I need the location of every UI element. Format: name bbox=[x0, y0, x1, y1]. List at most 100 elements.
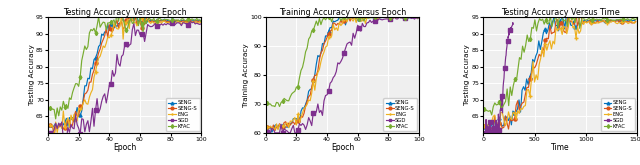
ENG bbox=[264, 126, 271, 128]
ENG bbox=[193, 21, 200, 23]
KFAC bbox=[83, 49, 90, 50]
ENG bbox=[627, 20, 635, 22]
Legend: SENG, SENG-S, ENG, SGD, KFAC: SENG, SENG-S, ENG, SGD, KFAC bbox=[601, 98, 636, 131]
SENG bbox=[622, 19, 630, 21]
SGD bbox=[300, 124, 308, 126]
SGD bbox=[188, 22, 196, 24]
ENG bbox=[411, 16, 419, 18]
ENG bbox=[83, 103, 90, 105]
SENG-S bbox=[632, 20, 639, 22]
ENG bbox=[188, 21, 196, 23]
SENG-S bbox=[125, 16, 133, 18]
KFAC bbox=[300, 59, 308, 61]
SENG-S bbox=[345, 16, 353, 18]
KFAC bbox=[406, 16, 413, 18]
Line: SENG: SENG bbox=[483, 13, 636, 133]
SENG-S bbox=[264, 126, 271, 128]
ENG bbox=[566, 15, 573, 17]
Line: ENG: ENG bbox=[266, 16, 420, 131]
SGD bbox=[63, 139, 70, 141]
KFAC bbox=[574, 10, 582, 12]
SENG-S bbox=[406, 16, 413, 18]
SGD bbox=[355, 27, 363, 29]
ENG bbox=[511, 112, 518, 114]
KFAC bbox=[411, 16, 419, 18]
SENG bbox=[357, 16, 365, 18]
KFAC bbox=[357, 17, 365, 19]
SENG bbox=[300, 107, 308, 109]
ENG bbox=[140, 20, 147, 22]
SGD bbox=[415, 16, 423, 18]
X-axis label: Epoch: Epoch bbox=[331, 143, 354, 152]
SENG bbox=[294, 117, 302, 119]
ENG bbox=[632, 21, 639, 23]
SENG-S bbox=[415, 17, 423, 19]
Line: ENG: ENG bbox=[48, 12, 203, 135]
ENG bbox=[76, 108, 84, 110]
SGD bbox=[343, 43, 351, 45]
Title: Testing Accuracy Versus Epoch: Testing Accuracy Versus Epoch bbox=[63, 8, 186, 16]
KFAC bbox=[198, 20, 205, 22]
SENG bbox=[516, 111, 524, 113]
Title: Training Accuracy Versus Epoch: Training Accuracy Versus Epoch bbox=[279, 8, 406, 16]
Line: SGD: SGD bbox=[266, 16, 420, 134]
KFAC bbox=[488, 114, 495, 116]
Line: SENG-S: SENG-S bbox=[483, 9, 637, 131]
SENG-S bbox=[572, 12, 580, 14]
SENG bbox=[264, 126, 271, 128]
SENG-S bbox=[627, 22, 635, 24]
X-axis label: Time: Time bbox=[551, 143, 570, 152]
ENG bbox=[351, 16, 358, 18]
ENG bbox=[494, 128, 502, 130]
SGD bbox=[193, 22, 200, 24]
KFAC bbox=[324, 16, 332, 18]
SGD bbox=[83, 124, 90, 126]
SENG bbox=[406, 17, 413, 19]
SGD bbox=[509, 22, 516, 24]
SENG-S bbox=[560, 30, 568, 32]
KFAC bbox=[415, 16, 423, 18]
KFAC bbox=[140, 31, 147, 33]
KFAC bbox=[45, 107, 53, 109]
KFAC bbox=[52, 118, 60, 120]
SENG-S bbox=[51, 135, 58, 137]
Title: Testing Accuracy Versus Time: Testing Accuracy Versus Time bbox=[500, 8, 620, 16]
KFAC bbox=[573, 12, 580, 14]
SENG bbox=[132, 10, 140, 12]
KFAC bbox=[517, 58, 525, 60]
KFAC bbox=[480, 108, 488, 110]
SGD bbox=[138, 33, 145, 35]
SENG-S bbox=[198, 20, 205, 22]
Line: KFAC: KFAC bbox=[266, 16, 420, 108]
SGD bbox=[508, 28, 515, 30]
KFAC bbox=[264, 102, 271, 104]
ENG bbox=[343, 21, 351, 23]
SENG bbox=[559, 18, 567, 20]
X-axis label: Epoch: Epoch bbox=[113, 143, 136, 152]
SGD bbox=[495, 119, 503, 121]
KFAC bbox=[628, 17, 636, 19]
SGD bbox=[187, 21, 195, 23]
SGD bbox=[498, 96, 506, 98]
SGD bbox=[198, 23, 205, 25]
SGD bbox=[390, 16, 398, 18]
KFAC bbox=[294, 86, 302, 88]
Line: KFAC: KFAC bbox=[483, 9, 638, 116]
ENG bbox=[274, 129, 282, 131]
Y-axis label: Testing Accuracy: Testing Accuracy bbox=[464, 45, 470, 105]
ENG bbox=[45, 124, 53, 126]
SGD bbox=[411, 18, 419, 20]
SENG-S bbox=[517, 105, 525, 107]
ENG bbox=[517, 107, 525, 109]
SGD bbox=[264, 131, 271, 133]
SENG-S bbox=[411, 16, 419, 18]
ENG bbox=[406, 16, 413, 18]
Line: SENG-S: SENG-S bbox=[48, 11, 203, 138]
SENG bbox=[45, 124, 53, 126]
ENG bbox=[198, 21, 205, 23]
KFAC bbox=[76, 76, 84, 78]
Line: SENG: SENG bbox=[266, 16, 420, 134]
SGD bbox=[508, 25, 516, 27]
SGD bbox=[406, 16, 413, 18]
SENG-S bbox=[511, 118, 518, 120]
